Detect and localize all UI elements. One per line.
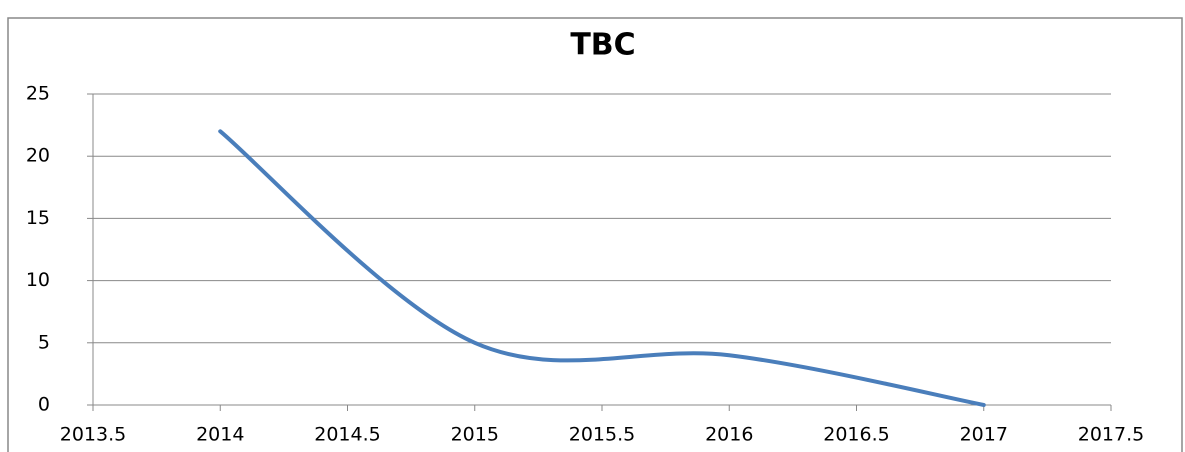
- x-tick-label: 2015: [451, 424, 499, 446]
- y-tick-label: 0: [38, 394, 50, 416]
- y-tick-label: 25: [26, 83, 50, 105]
- x-tick-label: 2017: [960, 424, 1008, 446]
- x-tick-label: 2017.5: [1078, 424, 1144, 446]
- x-tick-label: 2015.5: [569, 424, 635, 446]
- series-line: [218, 129, 986, 407]
- y-tick-label: 5: [38, 331, 50, 353]
- chart-frame: [7, 17, 1183, 452]
- x-tick-label: 2016: [705, 424, 753, 446]
- x-tick-label: 2013.5: [60, 424, 126, 446]
- y-tick-label: 15: [26, 207, 50, 229]
- x-tick-label: 2016.5: [823, 424, 889, 446]
- x-tick-label: 2014.5: [314, 424, 380, 446]
- y-tick-label: 10: [26, 269, 50, 291]
- chart-title: TBC: [570, 28, 635, 63]
- y-tick-label: 20: [26, 145, 50, 167]
- x-tick-label: 2014: [196, 424, 244, 446]
